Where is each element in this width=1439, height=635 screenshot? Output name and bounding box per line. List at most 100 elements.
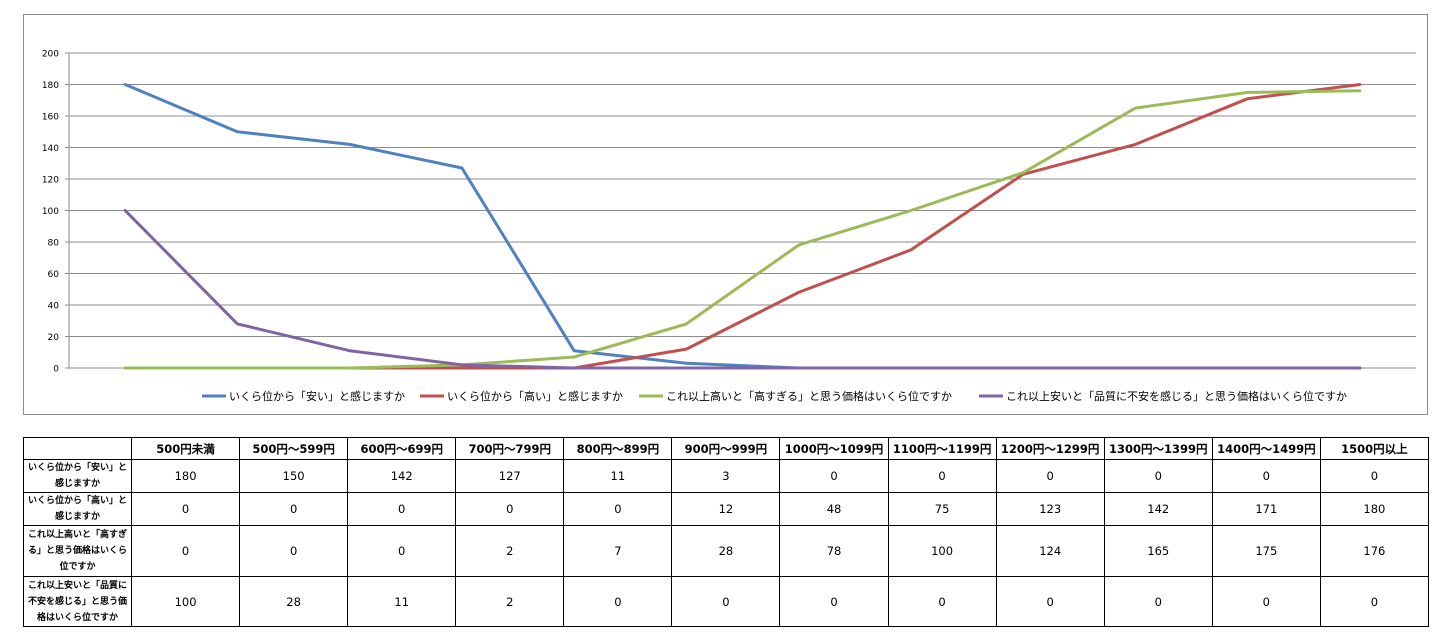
table-row: いくら位から「安い」と 感じますか 180 150 142 127 11 3 0 0 0 0 0 0	[23, 459, 1429, 493]
table-cell: 150	[239, 459, 349, 493]
table-cell: 7	[563, 525, 673, 577]
table-cell: 2	[455, 525, 565, 577]
table-cell: 142	[347, 459, 457, 493]
line-chart: 0 20 40 60 80 100 120 140 160 180 200 いくら位から「安い」と感じ…	[42, 50, 1416, 403]
table-cell: 12	[671, 492, 781, 526]
table-cell: 171	[1211, 492, 1321, 526]
table-cell: 0	[887, 459, 997, 493]
table-cell: 78	[779, 525, 889, 577]
table-cell: 0	[1103, 459, 1213, 493]
table-row: いくら位から「高い」と 感じますか 0 0 0 0 0 12 48 75 123 142 171 180	[23, 492, 1429, 526]
table-cell: 176	[1319, 525, 1429, 577]
table-header-cell: 500円～599円	[239, 437, 349, 460]
table-cell: 28	[239, 576, 349, 627]
row-label-line: 位ですか	[59, 562, 96, 572]
y-tick-label: 140	[42, 144, 59, 154]
table-cell: 124	[995, 525, 1105, 577]
table-cell: 0	[239, 492, 349, 526]
table-cell: 0	[995, 459, 1105, 493]
table-cell: 0	[1211, 576, 1321, 627]
row-label: これ以上安いと「品質に 不安を感じる」と思う価 格はいくら位ですか	[23, 576, 132, 627]
series-line-2	[123, 83, 1362, 370]
row-label-line: 感じますか	[54, 479, 100, 489]
table-cell: 0	[779, 576, 889, 627]
row-label: これ以上高いと「高すぎ る」と思う価格はいくら 位ですか	[23, 525, 132, 577]
y-tick-label: 0	[53, 365, 59, 375]
y-tick-label: 200	[42, 50, 59, 60]
table-cell: 3	[671, 459, 781, 493]
table-header-cell: 1300円～1399円	[1103, 437, 1213, 460]
row-label-line: いくら位から「高い」と	[27, 496, 127, 506]
row-label: いくら位から「高い」と 感じますか	[23, 492, 132, 526]
row-label-line: 不安を感じる」と思う価	[27, 596, 127, 607]
y-tick-label: 120	[42, 176, 59, 186]
legend-label-3: これ以上高いと「高すぎる」と思う価格はいくら位ですか	[666, 389, 952, 403]
table-cell: 175	[1211, 525, 1321, 577]
table-header-row: 500円未満 500円～599円 600円～699円 700円～799円 800円～89…	[23, 437, 1429, 460]
table-cell: 75	[887, 492, 997, 526]
legend-label-2: いくら位から「高い」と感じますか	[447, 389, 623, 403]
table-cell: 48	[779, 492, 889, 526]
table-header-cell: 1400円～1499円	[1211, 437, 1321, 460]
table-cell: 28	[671, 525, 781, 577]
table-header-cell: 1100円～1199円	[887, 437, 997, 460]
table-row: これ以上高いと「高すぎ る」と思う価格はいくら 位ですか 0 0 0 2 7 28 78 100 12…	[23, 525, 1429, 577]
table-cell: 11	[347, 576, 457, 627]
y-tick-label: 100	[42, 207, 59, 217]
table-cell: 0	[1319, 459, 1429, 493]
table-cell: 0	[130, 492, 241, 526]
row-label-line: いくら位から「安い」と	[27, 463, 127, 473]
table-cell: 0	[563, 576, 673, 627]
table-header-cell: 1000円～1099円	[779, 437, 889, 460]
legend-label-4: これ以上安いと「品質に不安を感じる」と思う価格はいくら位ですか	[1006, 389, 1347, 403]
row-label-line: これ以上安いと「品質に	[27, 580, 127, 591]
row-label: いくら位から「安い」と 感じますか	[23, 459, 132, 493]
table-cell: 0	[995, 576, 1105, 627]
table-header-cell: 500円未満	[130, 437, 241, 460]
legend-label-1: いくら位から「安い」と感じますか	[229, 389, 405, 403]
table-cell: 0	[130, 525, 241, 577]
y-tick-label: 20	[48, 333, 60, 343]
table-cell: 100	[887, 525, 997, 577]
table-header-cell: 900円～999円	[671, 437, 781, 460]
table-cell: 2	[455, 576, 565, 627]
table-cell: 123	[995, 492, 1105, 526]
y-tick-label: 40	[48, 302, 60, 312]
table-cell: 0	[1211, 459, 1321, 493]
table-header-cell: 800円～899円	[563, 437, 673, 460]
table-cell: 0	[1103, 576, 1213, 627]
row-label-line: これ以上高いと「高すぎ	[27, 530, 127, 540]
table-cell: 180	[1319, 492, 1429, 526]
y-tick-label: 80	[48, 239, 60, 249]
table-cell: 100	[130, 576, 241, 627]
table-header-cell: 1200円～1299円	[995, 437, 1105, 460]
chart-area: 0 20 40 60 80 100 120 140 160 180 200 いくら位から「安い」と感じ…	[23, 14, 1428, 415]
row-label-line: る」と思う価格はいくら	[27, 546, 127, 556]
table-cell: 0	[455, 492, 565, 526]
row-label-line: 感じますか	[54, 512, 100, 522]
table-cell: 0	[779, 459, 889, 493]
table-cell: 142	[1103, 492, 1213, 526]
table-row: これ以上安いと「品質に 不安を感じる」と思う価 格はいくら位ですか 100 28 11 2 0…	[23, 576, 1429, 627]
table-cell: 0	[1319, 576, 1429, 627]
table-cell: 180	[130, 459, 241, 493]
table-cell: 0	[347, 525, 457, 577]
table-header-cell: 600円～699円	[347, 437, 457, 460]
table-cell: 0	[887, 576, 997, 627]
y-tick-label: 60	[48, 270, 60, 280]
table-header-cell: 1500円以上	[1319, 437, 1429, 460]
series-line-4	[123, 209, 1362, 370]
table-cell: 0	[563, 492, 673, 526]
row-label-line: 格はいくら位ですか	[36, 612, 118, 623]
table-cell: 0	[671, 576, 781, 627]
table-corner-cell	[23, 437, 132, 460]
y-tick-label: 160	[42, 113, 59, 123]
table-cell: 127	[455, 459, 565, 493]
data-table: 500円未満 500円～599円 600円～699円 700円～799円 800円～89…	[23, 437, 1429, 627]
table-cell: 165	[1103, 525, 1213, 577]
series-line-3	[123, 89, 1362, 370]
table-cell: 0	[347, 492, 457, 526]
table-header-cell: 700円～799円	[455, 437, 565, 460]
y-tick-label: 180	[42, 81, 59, 91]
table-cell: 11	[563, 459, 673, 493]
